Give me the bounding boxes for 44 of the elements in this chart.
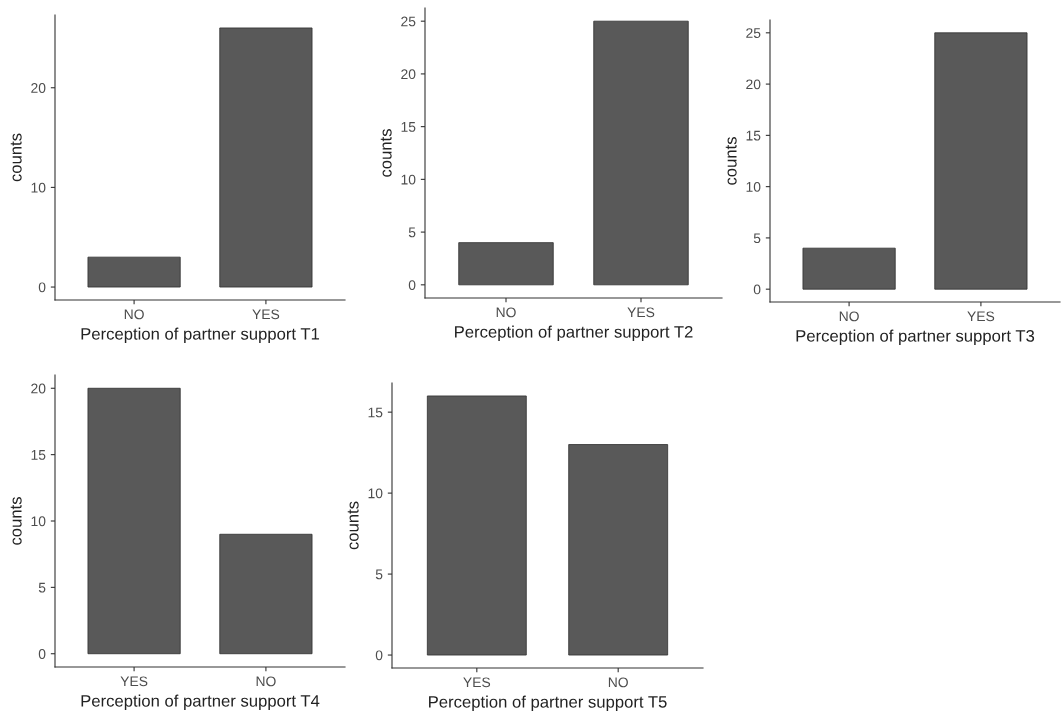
y-tick-label: 20 <box>746 79 761 90</box>
y-tick-label: 20 <box>401 69 416 80</box>
y-tick-label: 20 <box>31 83 46 93</box>
y-tick-label: 0 <box>38 649 46 659</box>
y-tick-label: 25 <box>401 16 416 27</box>
y-axis-title: counts <box>380 129 392 177</box>
x-tick-label: NO <box>608 677 628 688</box>
x-axis-title: Perception of partner support T1 <box>81 327 320 344</box>
y-tick-label: 15 <box>746 130 761 141</box>
x-axis-title: Perception of partner support T4 <box>81 694 320 711</box>
y-tick-label: 10 <box>746 181 761 192</box>
y-tick-label: 15 <box>368 407 383 418</box>
x-tick-label: NO <box>124 309 144 320</box>
y-tick-label: 20 <box>31 383 46 394</box>
y-axis-title: counts <box>725 137 737 185</box>
x-tick-label: YES <box>463 677 491 688</box>
x-tick-label: YES <box>627 307 655 318</box>
y-axis-title: counts <box>10 133 22 182</box>
y-tick-label: 10 <box>401 174 416 185</box>
y-tick-label: 25 <box>746 28 761 38</box>
x-axis-title: Perception of partner support T3 <box>796 329 1035 346</box>
x-axis-title: Perception of partner support T5 <box>429 695 667 712</box>
y-tick-label: 15 <box>401 122 416 132</box>
x-tick-label: YES <box>120 676 148 687</box>
y-tick-label: 15 <box>31 450 46 460</box>
x-tick-label: NO <box>256 676 276 687</box>
y-tick-label: 5 <box>38 582 46 593</box>
x-tick-label: NO <box>839 311 859 322</box>
x-tick-label: YES <box>252 309 280 320</box>
y-axis-title: counts <box>347 501 359 550</box>
x-tick-label: YES <box>967 311 995 322</box>
x-axis-title: Perception of partner support T2 <box>455 325 693 342</box>
y-tick-label: 0 <box>375 650 383 661</box>
y-tick-label: 0 <box>38 282 46 293</box>
y-axis-title: counts <box>10 497 22 545</box>
x-tick-label: NO <box>496 307 516 318</box>
y-tick-label: 10 <box>31 182 46 193</box>
y-tick-label: 5 <box>375 569 383 580</box>
y-tick-label: 10 <box>368 488 383 499</box>
y-tick-label: 0 <box>408 280 416 290</box>
y-tick-label: 5 <box>753 233 761 244</box>
y-tick-label: 10 <box>31 516 46 527</box>
y-tick-label: 0 <box>753 284 761 295</box>
y-tick-label: 5 <box>408 227 416 238</box>
